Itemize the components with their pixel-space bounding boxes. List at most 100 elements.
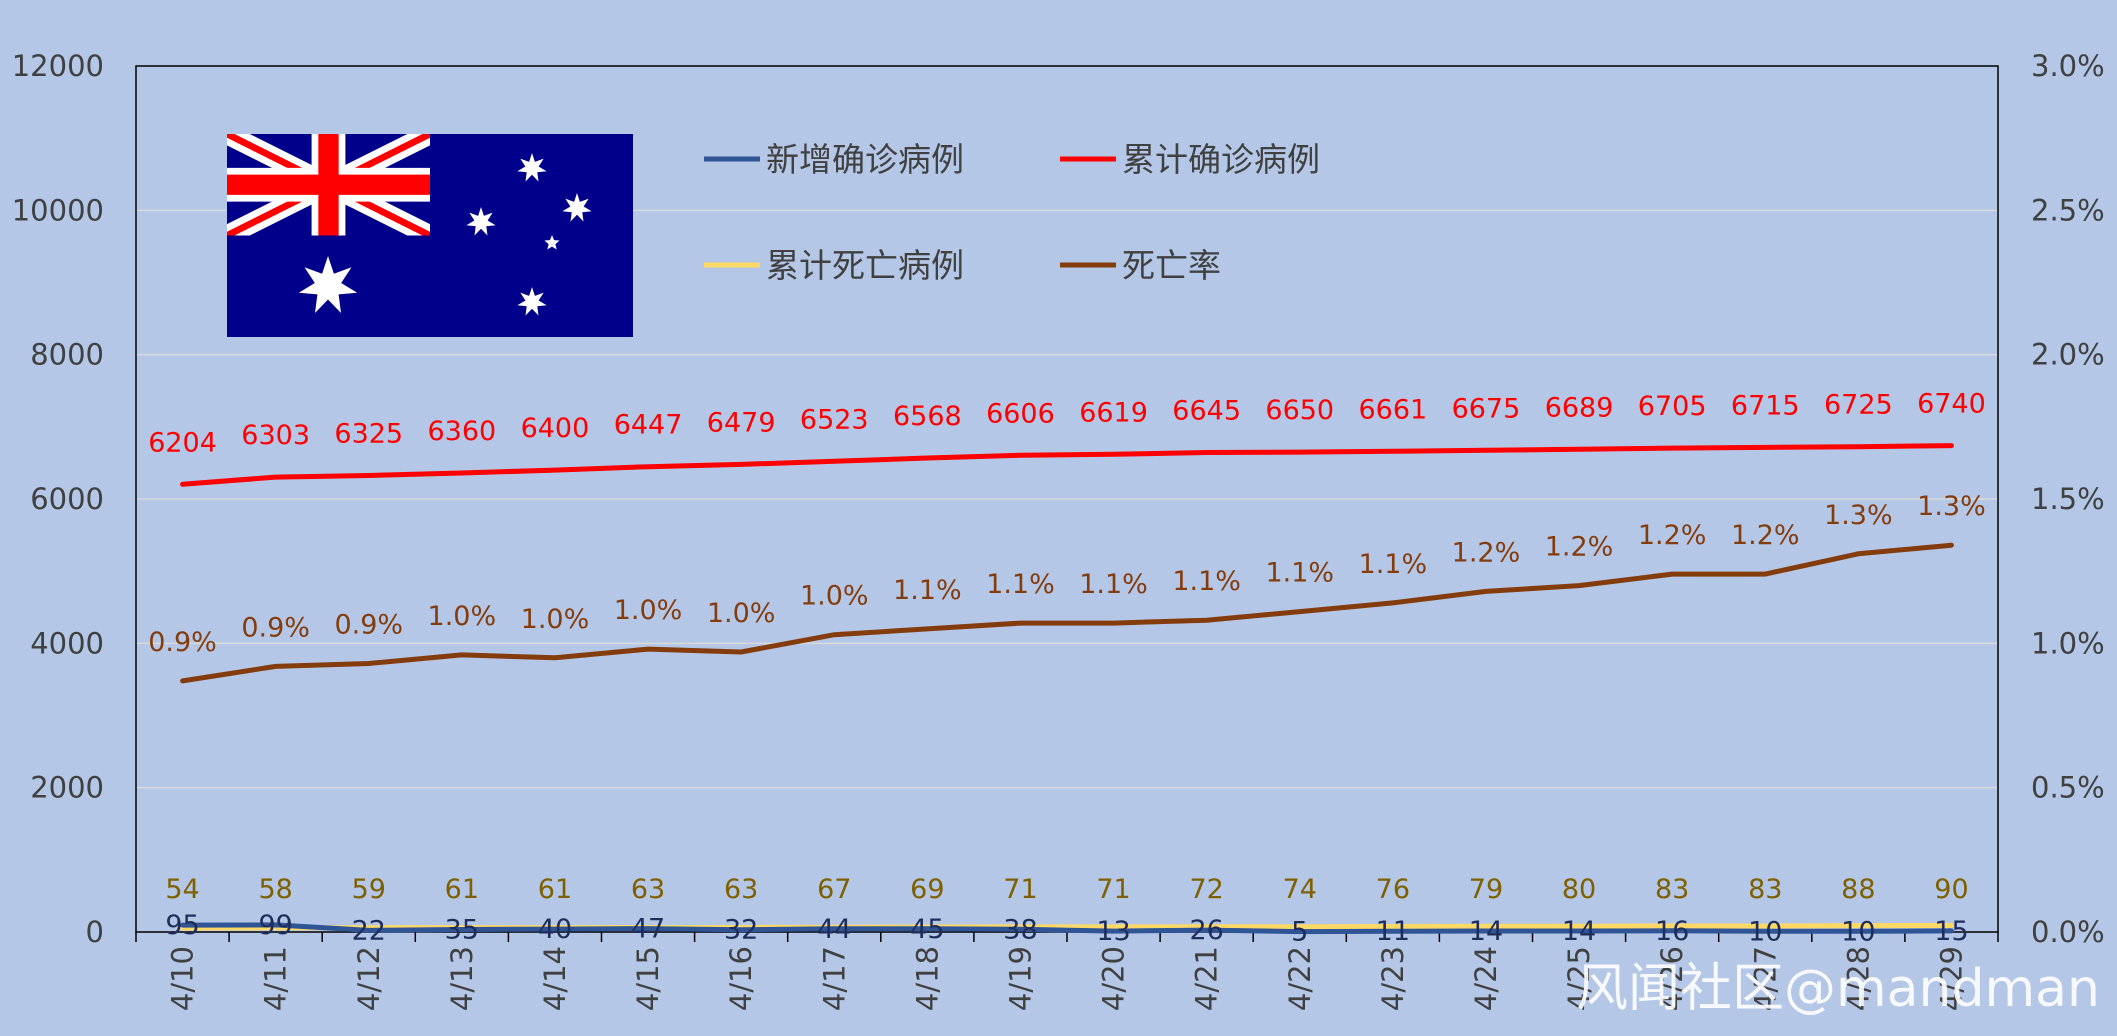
data-label: 6619 — [1079, 397, 1148, 428]
x-tick-label: 4/13 — [445, 946, 479, 1011]
data-label: 45 — [910, 914, 944, 945]
data-label: 6740 — [1917, 389, 1986, 420]
data-label: 6400 — [521, 413, 590, 444]
data-label: 88 — [1841, 874, 1875, 905]
y-left-tick-label: 6000 — [30, 482, 104, 516]
data-label: 72 — [1189, 874, 1223, 905]
data-labels: 95 99 22 35 40 47 32 44 45 38 13 26 5 11 14 14 16 10 10 15 6… — [148, 389, 1986, 948]
data-label: 6325 — [334, 419, 403, 450]
data-label: 79 — [1469, 874, 1503, 905]
series-line — [180, 443, 1954, 487]
x-tick-label: 4/25 — [1562, 946, 1596, 1011]
data-label: 35 — [445, 914, 479, 945]
data-label: 99 — [258, 910, 292, 941]
data-label: 44 — [817, 914, 851, 945]
data-label: 0.9% — [241, 612, 310, 643]
data-label: 13 — [1096, 916, 1130, 947]
data-label: 71 — [1003, 874, 1037, 905]
data-label: 59 — [352, 874, 386, 905]
x-tick-label: 4/26 — [1655, 946, 1689, 1011]
x-tick-label: 4/16 — [724, 946, 758, 1011]
data-label: 5 — [1291, 917, 1308, 948]
data-label: 6705 — [1638, 391, 1707, 422]
legend-label: 新增确诊病例 — [766, 140, 964, 179]
legend-label: 死亡率 — [1122, 246, 1221, 285]
series-lines — [180, 443, 1954, 935]
y-left-tick-label: 0 — [86, 915, 104, 949]
data-label: 58 — [258, 874, 292, 905]
data-label: 1.1% — [893, 575, 962, 606]
x-tick-label: 4/12 — [352, 946, 386, 1011]
data-label: 16 — [1655, 916, 1689, 947]
data-label: 6650 — [1265, 395, 1334, 426]
data-label: 80 — [1562, 874, 1596, 905]
y-left-tick-label: 8000 — [30, 338, 104, 372]
series-line — [180, 542, 1954, 684]
data-label: 69 — [910, 874, 944, 905]
y-right-tick-label: 2.0% — [2031, 338, 2105, 372]
data-label: 10 — [1841, 916, 1875, 947]
data-label: 1.0% — [428, 601, 497, 632]
data-label: 1.0% — [521, 604, 590, 635]
x-tick-label: 4/14 — [538, 946, 572, 1011]
data-label: 1.2% — [1545, 532, 1614, 563]
data-label: 63 — [724, 874, 758, 905]
left-axis-ticks: 0 2000 4000 6000 8000 10000 12000 — [12, 49, 104, 949]
legend-label: 累计确诊病例 — [1122, 140, 1320, 179]
y-right-tick-label: 1.5% — [2031, 482, 2105, 516]
data-label: 1.1% — [1359, 549, 1428, 580]
data-label: 32 — [724, 915, 758, 946]
data-label: 0.9% — [148, 627, 217, 658]
x-tick-label: 4/20 — [1097, 946, 1131, 1011]
data-label: 83 — [1655, 874, 1689, 905]
x-tick-label: 4/19 — [1003, 946, 1037, 1011]
data-label: 1.3% — [1917, 491, 1986, 522]
y-left-tick-label: 4000 — [30, 626, 104, 660]
data-label: 1.0% — [614, 595, 683, 626]
data-label: 71 — [1096, 874, 1130, 905]
data-label: 6479 — [707, 407, 776, 438]
data-label: 90 — [1934, 874, 1968, 905]
australia-flag-icon — [227, 134, 633, 337]
y-right-tick-label: 0.5% — [2031, 771, 2105, 805]
watermark: 风闻社区@mandman — [1576, 959, 2100, 1019]
data-label: 14 — [1469, 916, 1503, 947]
data-label: 54 — [165, 874, 199, 905]
data-label: 6715 — [1731, 390, 1800, 421]
data-label: 6447 — [614, 410, 683, 441]
x-tick-label: 4/21 — [1190, 946, 1224, 1011]
data-label: 6675 — [1452, 393, 1521, 424]
x-tick-label: 4/29 — [1934, 946, 1968, 1011]
legend-label: 累计死亡病例 — [766, 246, 964, 285]
x-tick-label: 4/23 — [1376, 946, 1410, 1011]
data-label: 1.2% — [1638, 520, 1707, 551]
data-label: 6645 — [1172, 395, 1241, 426]
data-label: 6204 — [148, 427, 217, 458]
y-right-tick-label: 1.0% — [2031, 626, 2105, 660]
x-tick-label: 4/15 — [631, 946, 665, 1011]
data-label: 1.1% — [986, 569, 1055, 600]
right-axis-ticks: 0.0% 0.5% 1.0% 1.5% 2.0% 2.5% 3.0% — [2031, 49, 2105, 949]
y-left-tick-label: 10000 — [12, 193, 104, 227]
data-label: 1.1% — [1079, 569, 1148, 600]
data-label: 61 — [445, 874, 479, 905]
data-label: 38 — [1003, 914, 1037, 945]
data-label: 40 — [538, 914, 572, 945]
x-tick-label: 4/27 — [1748, 946, 1782, 1011]
data-label: 6568 — [893, 401, 962, 432]
series-line — [180, 922, 1954, 935]
gridlines — [136, 209, 1998, 789]
x-tick-label: 4/24 — [1469, 946, 1503, 1011]
x-tick-label: 4/10 — [166, 946, 200, 1011]
data-label: 6725 — [1824, 390, 1893, 421]
data-label: 47 — [631, 914, 665, 945]
y-right-tick-label: 2.5% — [2031, 193, 2105, 227]
data-label: 6689 — [1545, 392, 1614, 423]
y-left-tick-label: 12000 — [12, 49, 104, 83]
data-label: 6360 — [427, 416, 496, 447]
data-label: 1.0% — [800, 581, 869, 612]
data-label: 61 — [538, 874, 572, 905]
y-right-tick-label: 0.0% — [2031, 915, 2105, 949]
data-label: 1.0% — [707, 598, 776, 629]
